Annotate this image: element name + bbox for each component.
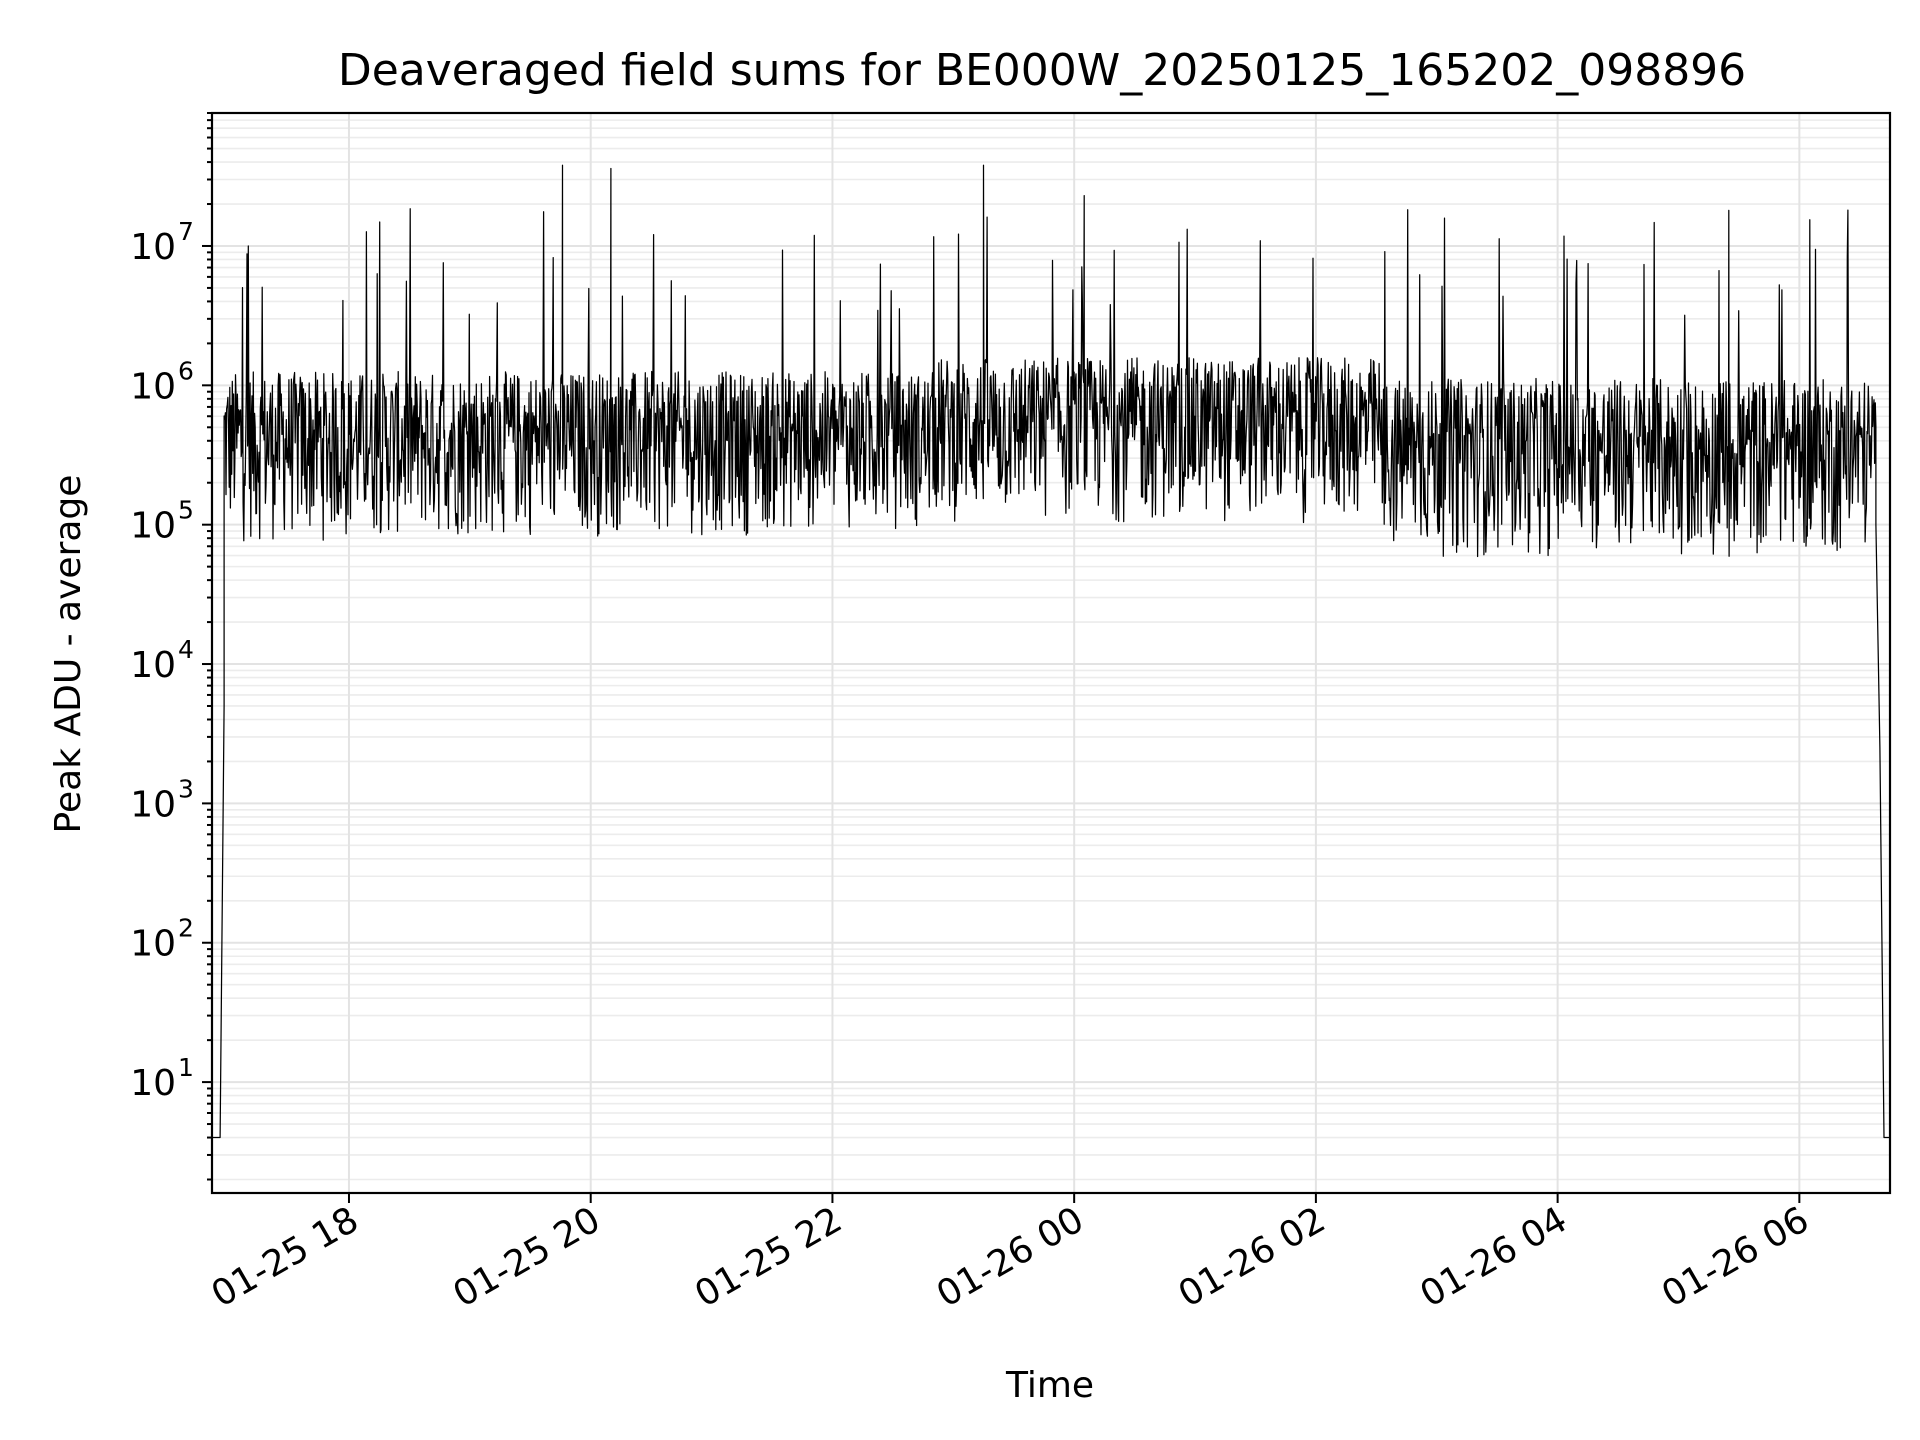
y-tick-exponent: 6 — [178, 356, 194, 385]
y-tick-exponent: 7 — [178, 217, 194, 246]
series-layer — [212, 164, 1890, 1139]
y-tick-label: 10 — [130, 784, 176, 825]
y-tick-base: 10 — [130, 1063, 176, 1104]
y-tick-exponent: 4 — [178, 635, 194, 664]
y-tick-label: 10 — [130, 366, 176, 407]
y-tick-exponent: 2 — [178, 914, 194, 943]
chart-title: Deaveraged field sums for BE000W_2025012… — [338, 45, 1746, 96]
series-line — [212, 164, 1890, 1139]
y-tick-base: 10 — [130, 366, 176, 407]
y-tick-label: 10 — [130, 227, 176, 268]
y-tick-base: 10 — [130, 506, 176, 547]
y-tick-exponent: 1 — [178, 1053, 194, 1082]
y-tick-exponent: 5 — [178, 496, 194, 525]
minor-gridlines — [212, 112, 1890, 1181]
y-tick-exponent: 3 — [178, 774, 194, 803]
y-tick-base: 10 — [130, 227, 176, 268]
y-tick-base: 10 — [130, 645, 176, 686]
y-tick-label: 10 — [130, 924, 176, 965]
y-tick-base: 10 — [130, 924, 176, 965]
y-tick-label: 10 — [130, 1063, 176, 1104]
y-axis-label: Peak ADU - average — [48, 475, 89, 834]
y-tick-label: 10 — [130, 645, 176, 686]
plot-frame — [210, 111, 1892, 1195]
y-tick-base: 10 — [130, 784, 176, 825]
x-axis-label: Time — [1005, 1365, 1094, 1406]
y-tick-label: 10 — [130, 506, 176, 547]
